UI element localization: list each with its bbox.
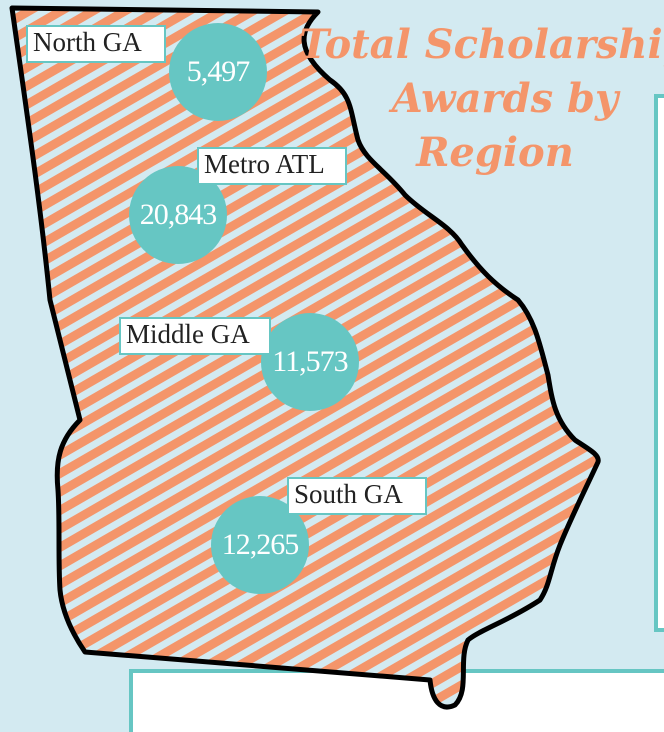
region-label-box — [26, 25, 166, 63]
region-label-box — [197, 147, 347, 185]
title-line: Region — [415, 129, 574, 176]
region-name: Middle GA — [126, 319, 250, 349]
region-label-box — [287, 477, 427, 515]
region-bubble — [129, 166, 227, 264]
region-name: North GA — [33, 27, 142, 57]
region-value: 12,265 — [222, 528, 299, 561]
title-line: Total Scholarship — [299, 21, 664, 68]
region-bubble — [211, 496, 309, 594]
region-name: South GA — [294, 479, 403, 509]
title: Total Scholarship Awards by Region — [299, 21, 664, 176]
side-panel — [654, 94, 664, 632]
region-bubble — [261, 313, 359, 411]
region-value: 5,497 — [187, 55, 251, 88]
region-label-box — [119, 317, 271, 355]
title-line: Awards by — [388, 75, 621, 122]
region-bubble — [169, 23, 267, 121]
region-name: Metro ATL — [204, 149, 325, 179]
region-value: 11,573 — [272, 345, 347, 378]
bottom-panel — [129, 669, 664, 732]
region-value: 20,843 — [140, 198, 217, 231]
